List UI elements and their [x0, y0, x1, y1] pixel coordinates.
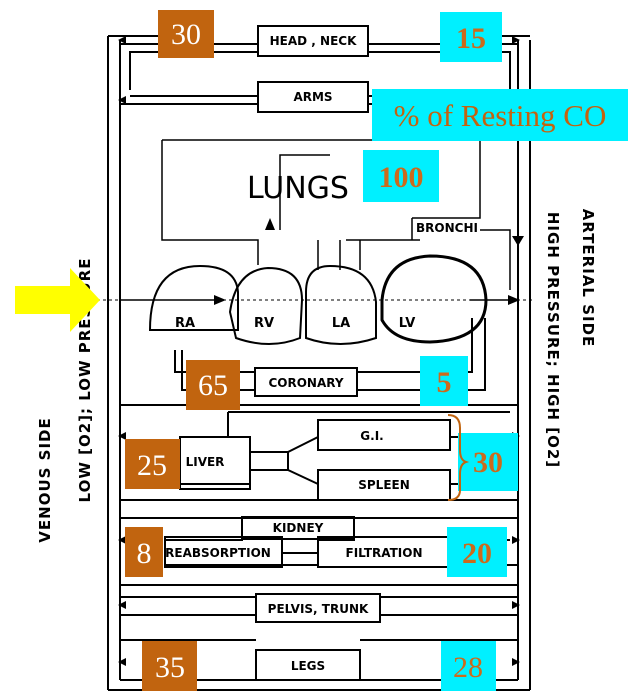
- legs-label: LEGS: [291, 659, 325, 673]
- badge-head-arterial: 15: [440, 12, 502, 62]
- badge-lungs-value: 100: [379, 161, 424, 194]
- badge-legs-arterial-value: 28: [453, 651, 483, 684]
- badge-legs-arterial: 28: [441, 641, 496, 691]
- left-ventricle: [380, 254, 488, 344]
- legend-box: % of Resting CO: [372, 89, 628, 141]
- right-ventricle: [228, 266, 304, 345]
- bronchi-label: BRONCHI: [416, 221, 478, 235]
- arterial-side-label: ARTERIAL SIDE: [579, 209, 597, 348]
- liver-label: LIVER: [186, 455, 225, 469]
- badge-liver: 25: [125, 439, 180, 489]
- organ-boxes: [164, 25, 451, 681]
- badge-head-venous-value: 30: [171, 18, 201, 51]
- la-label: LA: [332, 316, 350, 331]
- filtration-label: FILTRATION: [346, 546, 423, 560]
- badge-gi-spleen-value: 30: [473, 446, 503, 479]
- right-atrium: [148, 264, 239, 331]
- badge-legs-venous: 35: [142, 641, 197, 691]
- arrow-right-icon: [15, 268, 100, 332]
- badge-coronary-venous-value: 65: [198, 369, 228, 402]
- badge-coronary-arterial: 5: [420, 356, 468, 406]
- badge-coronary-venous: 65: [186, 360, 240, 410]
- badge-liver-value: 25: [137, 449, 167, 482]
- legend-text: % of Resting CO: [394, 98, 607, 133]
- rv-label: RV: [254, 316, 274, 331]
- badge-kidney-arterial: 20: [447, 527, 507, 577]
- badge-head-venous: 30: [158, 10, 214, 58]
- left-atrium: [305, 264, 377, 345]
- spleen-label: SPLEEN: [358, 478, 410, 492]
- badge-legs-venous-value: 35: [155, 651, 185, 684]
- flow-arrows: [118, 36, 524, 666]
- coronary-label: CORONARY: [268, 376, 343, 390]
- head-neck-label: HEAD , NECK: [270, 34, 357, 48]
- heart: [148, 254, 488, 345]
- venous-side-label: VENOUS SIDE: [36, 417, 54, 542]
- gi-label: G.I.: [360, 429, 383, 443]
- arms-label: ARMS: [293, 90, 332, 104]
- lungs-label: LUNGS: [247, 171, 349, 206]
- badge-gi-spleen: 30: [447, 414, 518, 501]
- ra-label: RA: [175, 316, 195, 331]
- badge-kidney-venous-value: 8: [137, 537, 152, 570]
- pelvis-trunk-label: PELVIS, TRUNK: [268, 602, 369, 616]
- arterial-condition-label: HIGH PRESSURE; HIGH [O2]: [544, 212, 562, 468]
- badge-kidney-arterial-value: 20: [462, 537, 492, 570]
- badge-kidney-venous: 8: [125, 527, 163, 577]
- badge-coronary-arterial-value: 5: [437, 366, 452, 399]
- lv-label: LV: [399, 316, 416, 331]
- kidney-label: KIDNEY: [273, 521, 324, 535]
- badge-lungs: 100: [363, 150, 439, 202]
- reabsorption-label: REABSORPTION: [165, 546, 271, 560]
- badge-head-arterial-value: 15: [456, 22, 486, 55]
